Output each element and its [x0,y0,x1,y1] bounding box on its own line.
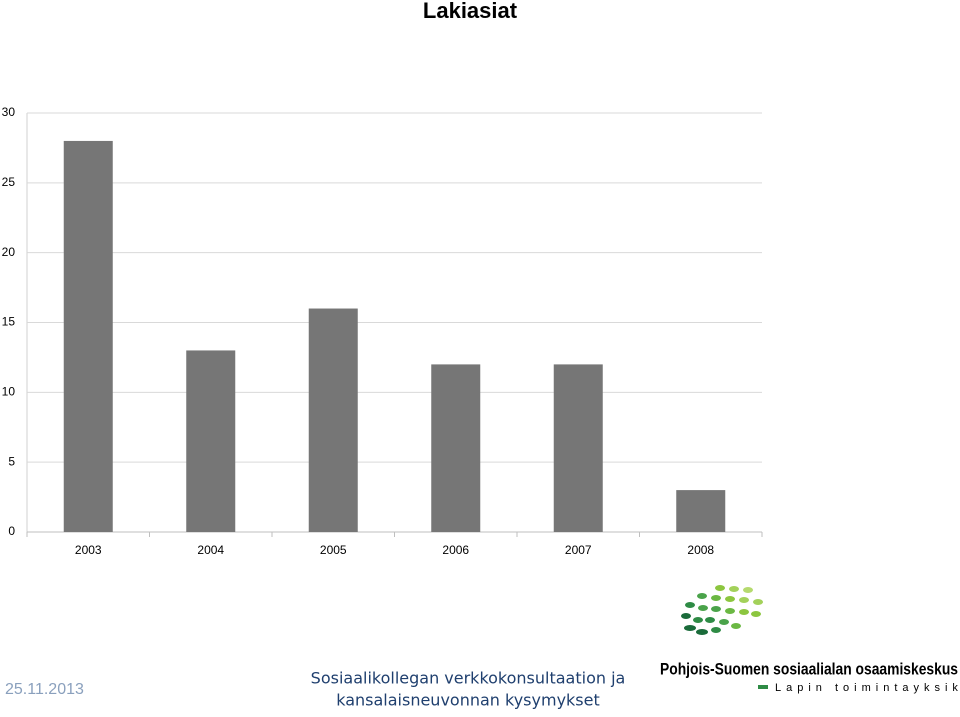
bar [553,364,603,532]
y-tick-label: 15 [2,315,16,329]
x-tick-label: 2004 [197,543,224,557]
y-tick-label: 10 [2,385,16,399]
x-tick-label: 2003 [75,543,102,557]
x-tick-label: 2005 [320,543,347,557]
logo-title: Pohjois-Suomen sosiaalialan osaamiskesku… [660,659,958,678]
y-tick-label: 25 [2,175,16,189]
bar [308,308,358,532]
y-tick-label: 0 [8,524,15,538]
y-tick-label: 30 [2,105,16,119]
caption-line: kansalaisneuvonnan kysymykset [336,691,600,710]
y-tick-label: 5 [8,454,15,468]
plot-area: 0 5 10 15 20 25 30 2003 2004 2005 2006 2007 2008 [2,105,763,557]
caption-line: Sosiaalikollegan verkkokonsultaation ja [311,669,626,688]
x-tick-label: 2006 [442,543,469,557]
x-tick-label: 2007 [565,543,592,557]
logo-dash [758,685,768,689]
chart-title: Lakiasiat [423,0,518,23]
logo-mark [681,585,763,635]
bar [431,364,481,532]
bar [676,490,726,532]
logo-subtitle: Lapin toimintayksikkö [775,682,960,694]
bar [63,140,113,532]
bar [186,350,236,532]
date: 25.11.2013 [5,681,84,698]
y-tick-label: 20 [2,245,16,259]
x-tick-label: 2008 [687,543,714,557]
